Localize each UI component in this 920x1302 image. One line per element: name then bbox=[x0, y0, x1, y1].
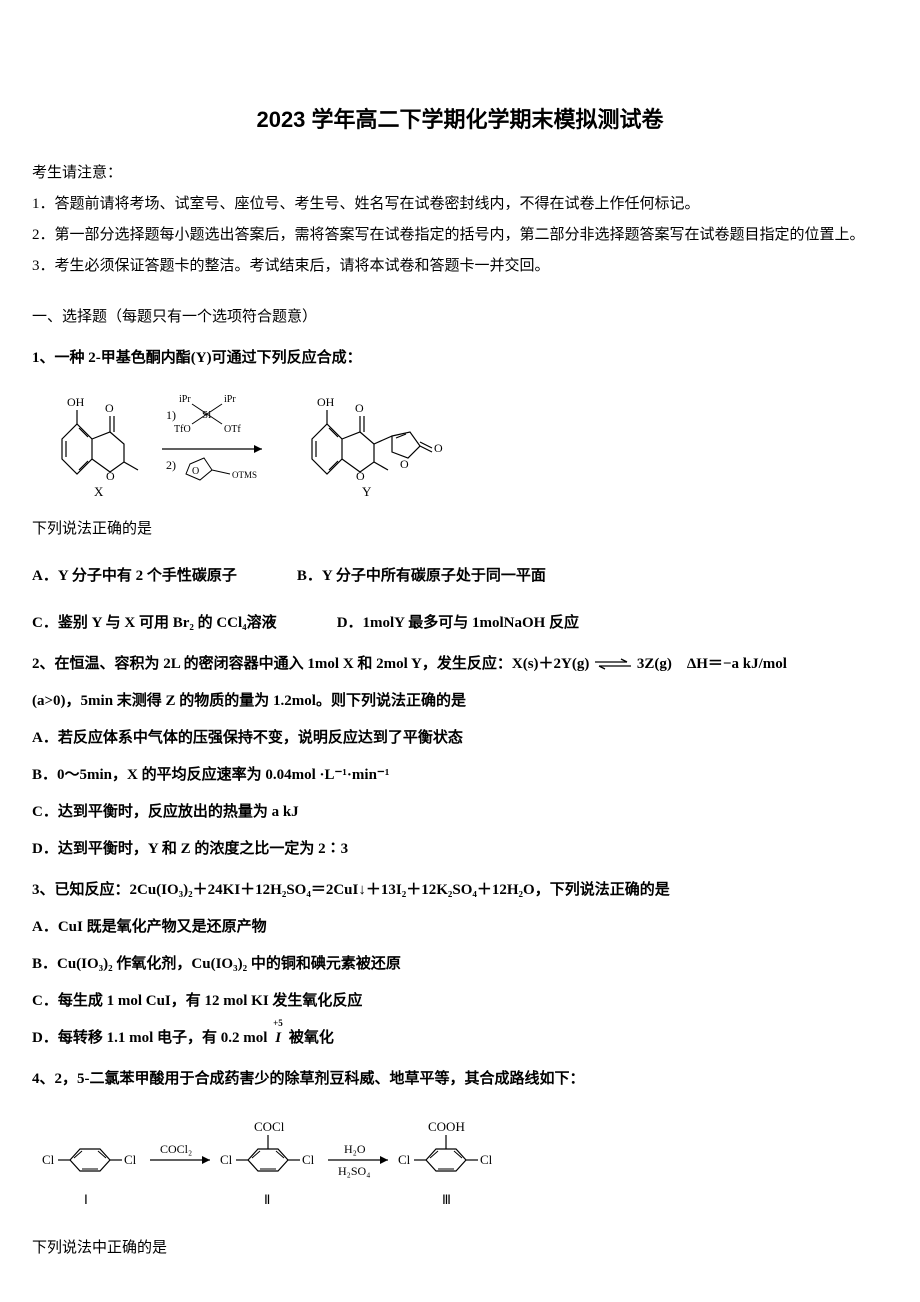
svg-text:Cl: Cl bbox=[124, 1152, 137, 1167]
o-furan: O bbox=[192, 466, 199, 477]
exam-title: 2023 学年高二下学期化学期末模拟测试卷 bbox=[32, 100, 888, 140]
q3-opt-d: D．每转移 1.1 mol 电子，有 0.2 mol +5 I 被氧化 bbox=[32, 1025, 888, 1052]
q1-reaction-diagram: OH O O X 1) iPr iPr TfO OTf Si 2) O OTMS bbox=[32, 384, 888, 504]
o-y4: O bbox=[434, 441, 443, 455]
oh-y: OH bbox=[317, 395, 335, 409]
reagent-1: 1) bbox=[166, 408, 176, 422]
otms-label: OTMS bbox=[232, 470, 257, 480]
q1-opt-a: A．Y 分子中有 2 个手性碳原子 bbox=[32, 563, 237, 590]
q4-stem: 4、2，5-二氯苯甲酸用于合成药害少的除草剂豆科威、地草平等，其合成路线如下： bbox=[32, 1066, 888, 1093]
ipr-2: iPr bbox=[224, 394, 236, 405]
svg-text:COCl: COCl bbox=[254, 1119, 285, 1134]
q3-optd-pre: D．每转移 1.1 mol 电子，有 0.2 mol bbox=[32, 1030, 271, 1046]
q3-optd-post: 被氧化 bbox=[289, 1030, 334, 1046]
q2-opt-c: C．达到平衡时，反应放出的热量为 a kJ bbox=[32, 799, 888, 826]
q1-stem: 1、一种 2-甲基色酮内酯(Y)可通过下列反应合成： bbox=[32, 345, 888, 372]
otf-1: OTf bbox=[224, 424, 241, 435]
q3-opt-c: C．每生成 1 mol CuI，有 12 mol KI 发生氧化反应 bbox=[32, 988, 888, 1015]
q2-opt-d: D．达到平衡时，Y 和 Z 的浓度之比一定为 2∶3 bbox=[32, 836, 888, 863]
o-y3: O bbox=[400, 457, 409, 471]
section-1-header: 一、选择题（每题只有一个选项符合题意） bbox=[32, 304, 888, 331]
svg-text:Cl: Cl bbox=[398, 1152, 411, 1167]
q3-opt-b: B．Cu(IO₃)₂ 作氧化剂，Cu(IO₃)₂ 中的铜和碘元素被还原 bbox=[32, 951, 888, 978]
instruction-2: 2．第一部分选择题每小题选出答案后，需将答案写在试卷指定的括号内，第二部分非选择… bbox=[32, 222, 888, 249]
svg-text:Cl: Cl bbox=[220, 1152, 233, 1167]
q2-stem: 2、在恒温、容积为 2L 的密闭容器中通入 1mol X 和 2mol Y，发生… bbox=[32, 651, 888, 678]
q2-stem-pre: 2、在恒温、容积为 2L 的密闭容器中通入 1mol X 和 2mol Y，发生… bbox=[32, 656, 593, 672]
q3-opt-a: A．CuI 既是氧化产物又是还原产物 bbox=[32, 914, 888, 941]
tfo-1: TfO bbox=[174, 424, 191, 435]
svg-text:Cl: Cl bbox=[480, 1152, 493, 1167]
svg-text:H₂SO₄: H₂SO₄ bbox=[338, 1164, 370, 1178]
y-label: Y bbox=[362, 484, 372, 499]
o-ring-label: O bbox=[106, 469, 115, 483]
svg-text:H₂O: H₂O bbox=[344, 1142, 366, 1156]
o-label: O bbox=[105, 401, 114, 415]
q2-opt-b: B．0～5min，X 的平均反应速率为 0.04mol ·L⁻¹·min⁻¹ bbox=[32, 762, 888, 789]
svg-text:Ⅲ: Ⅲ bbox=[442, 1192, 451, 1207]
svg-text:COCl₂: COCl₂ bbox=[160, 1142, 192, 1156]
o-y2: O bbox=[356, 469, 365, 483]
svg-text:Ⅱ: Ⅱ bbox=[264, 1192, 270, 1207]
q3-stem: 3、已知反应：2Cu(IO₃)₂＋24KI＋12H₂SO₄＝2CuI↓＋13I₂… bbox=[32, 877, 888, 904]
instruction-header: 考生请注意： bbox=[32, 160, 888, 187]
svg-text:Ⅰ: Ⅰ bbox=[84, 1192, 88, 1207]
q1-opt-c: C．鉴别 Y 与 X 可用 Br₂ 的 CCl₄溶液 bbox=[32, 610, 277, 637]
instruction-3: 3．考生必须保证答题卡的整洁。考试结束后，请将本试卷和答题卡一并交回。 bbox=[32, 253, 888, 280]
svg-text:Cl: Cl bbox=[42, 1152, 55, 1167]
q2-line2: (a>0)，5min 末测得 Z 的物质的量为 1.2mol。则下列说法正确的是 bbox=[32, 688, 888, 715]
q4-synthesis-diagram: Cl Cl Ⅰ COCl₂ Cl Cl COCl Ⅱ H₂O H₂SO₄ Cl … bbox=[32, 1109, 592, 1219]
o-y1: O bbox=[355, 401, 364, 415]
instruction-1: 1．答题前请将考场、试室号、座位号、考生号、姓名写在试卷密封线内，不得在试卷上作… bbox=[32, 191, 888, 218]
q1-after: 下列说法正确的是 bbox=[32, 516, 888, 543]
q2-stem-post: 3Z(g) ΔH＝−a kJ/mol bbox=[637, 656, 787, 672]
svg-text:COOH: COOH bbox=[428, 1119, 465, 1134]
q1-opt-b: B．Y 分子中所有碳原子处于同一平面 bbox=[297, 563, 546, 590]
oh-label: OH bbox=[67, 395, 85, 409]
q2-opt-a: A．若反应体系中气体的压强保持不变，说明反应达到了平衡状态 bbox=[32, 725, 888, 752]
q1-opt-d: D．1molY 最多可与 1molNaOH 反应 bbox=[337, 610, 579, 637]
q4-after: 下列说法中正确的是 bbox=[32, 1235, 888, 1262]
equilibrium-arrow-icon bbox=[593, 657, 633, 671]
x-label: X bbox=[94, 484, 104, 499]
ipr-1: iPr bbox=[179, 394, 191, 405]
reagent-2: 2) bbox=[166, 458, 176, 472]
si-label: Si bbox=[202, 409, 211, 421]
svg-text:Cl: Cl bbox=[302, 1152, 315, 1167]
